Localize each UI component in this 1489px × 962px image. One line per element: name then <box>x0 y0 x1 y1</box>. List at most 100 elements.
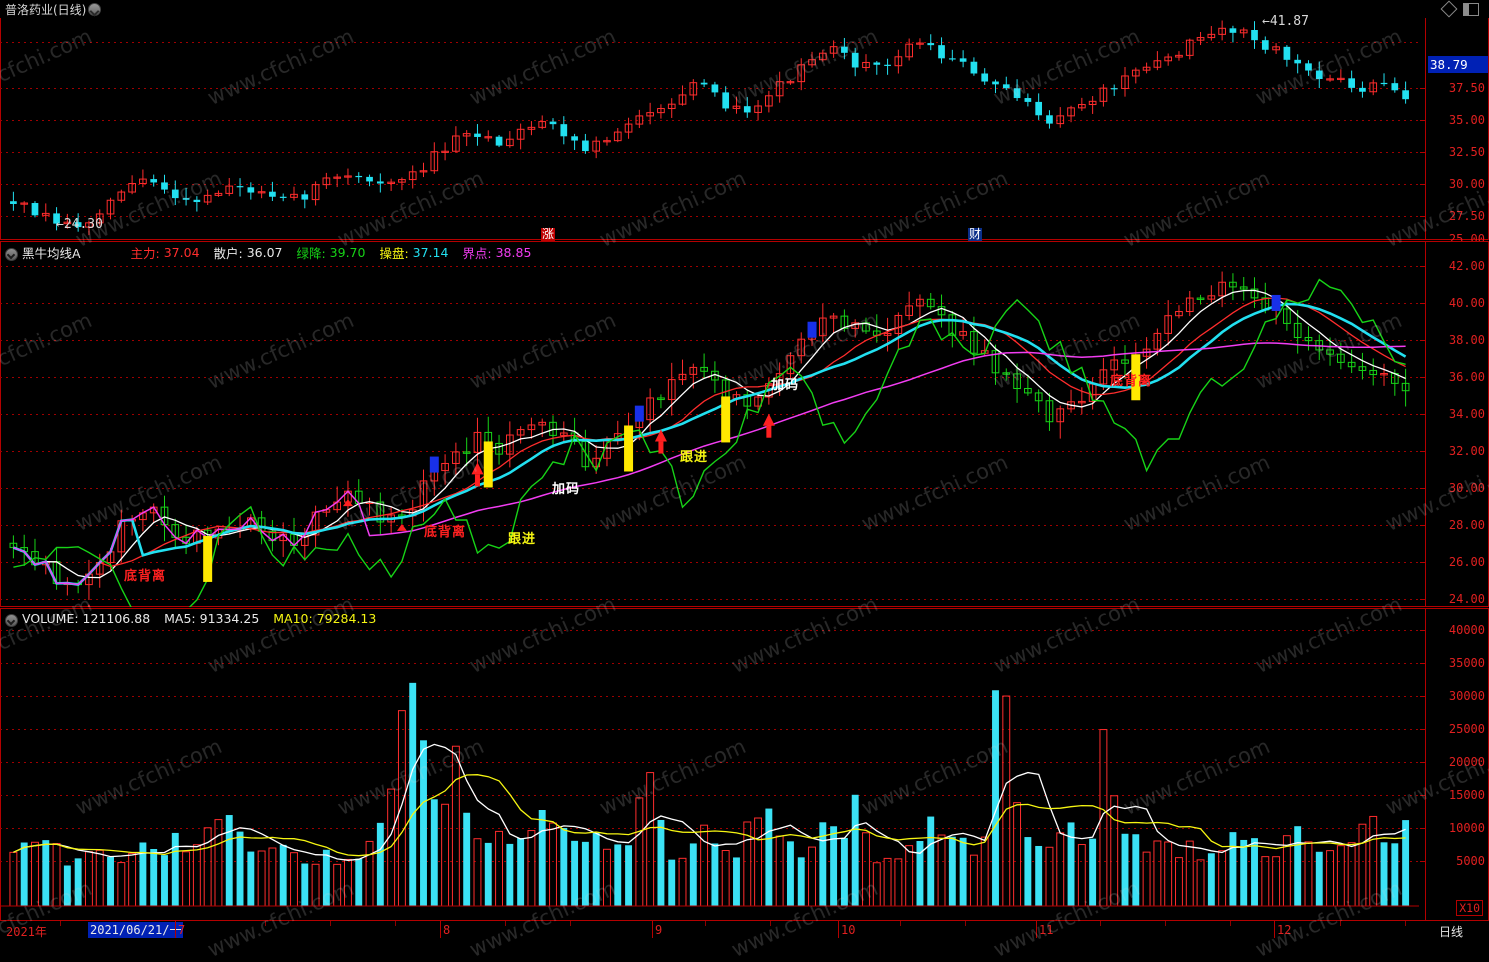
axis-tick <box>1420 663 1426 664</box>
indicator-name: 黑牛均线A <box>22 246 81 261</box>
indicator-axis: 42.00 40.00 38.00 36.00 34.00 32.00 30.00 28.00… <box>1420 241 1489 607</box>
date-minor-tick <box>1405 921 1406 926</box>
last-price-badge: 38.79 <box>1428 56 1488 73</box>
axis-tick-label: 40000 <box>1448 623 1485 637</box>
chart-application: 普洛药业(日线) ←24.30 37.50 35.00 32.50 30.00 27.5… <box>0 0 1489 938</box>
month-label: 10 <box>841 923 856 937</box>
axis-tick <box>1420 828 1426 829</box>
axis-tick-label: 10000 <box>1448 821 1485 835</box>
axis-tick <box>1420 303 1426 304</box>
ma5-value: 91334.25 <box>199 611 260 626</box>
indicator-plot <box>9 271 1410 607</box>
axis-tick-label: 26.00 <box>1448 555 1485 569</box>
chart-annotation: 底背离 <box>424 525 467 540</box>
axis-tick-label: 32.50 <box>1448 145 1485 159</box>
field-value-jiedian: 38.85 <box>495 245 532 260</box>
title-bar: 普洛药业(日线) <box>0 0 1489 18</box>
axis-tick <box>1420 184 1426 185</box>
chart-annotation: 底背离 <box>124 569 167 584</box>
axis-tick <box>1420 152 1426 153</box>
axis-tick <box>1420 88 1426 89</box>
axis-tick-label: 40.00 <box>1448 296 1485 310</box>
date-minor-tick <box>330 921 331 926</box>
chevron-down-circle-icon[interactable] <box>88 3 101 16</box>
date-minor-tick <box>900 921 901 926</box>
field-value-caopan: 37.14 <box>412 245 449 260</box>
date-minor-tick <box>395 921 396 926</box>
axis-tick-label: 24.00 <box>1448 592 1485 606</box>
axis-tick-label: 35000 <box>1448 656 1485 670</box>
axis-tick <box>1420 696 1426 697</box>
month-label: 11 <box>1039 923 1054 937</box>
axis-tick-label: 30000 <box>1448 689 1485 703</box>
chevron-down-circle-icon[interactable] <box>5 248 18 261</box>
date-tick <box>652 921 653 938</box>
indicator-header[interactable]: 黑牛均线A 主力: 37.04 散户: 36.07 绿降: 39.70 操盘: … <box>0 243 532 261</box>
ma10-label: MA10: <box>273 611 313 626</box>
axis-tick-label: 36.00 <box>1448 370 1485 384</box>
high-price-callout: ←41.87 <box>1262 14 1309 29</box>
axis-tick-label: 35.00 <box>1448 113 1485 127</box>
status-badge-rise[interactable]: 涨 <box>541 227 556 241</box>
axis-tick <box>1420 729 1426 730</box>
field-label-jiedian: 界点: <box>462 246 492 261</box>
axis-tick-label: 27.50 <box>1448 209 1485 223</box>
axis-tick <box>1420 216 1426 217</box>
date-tick <box>440 921 441 938</box>
date-minor-tick <box>265 921 266 926</box>
date-minor-tick <box>1165 921 1166 926</box>
axis-tick <box>1420 266 1426 267</box>
year-label: 2021年 <box>6 925 47 939</box>
date-minor-tick <box>1100 921 1101 926</box>
price-pane[interactable]: ←24.30 37.50 35.00 32.50 30.00 27.50 25.00 38… <box>0 18 1489 246</box>
axis-tick <box>1420 377 1426 378</box>
volume-pane[interactable]: VOLUME: 121106.88 MA5: 91334.25 MA10: 79… <box>0 608 1489 920</box>
axis-tick <box>1420 795 1426 796</box>
price-axis: 37.50 35.00 32.50 30.00 27.50 25.00 <box>1420 18 1489 246</box>
field-value-sanhu: 36.07 <box>246 245 283 260</box>
date-minor-tick <box>705 921 706 926</box>
volume-header[interactable]: VOLUME: 121106.88 MA5: 91334.25 MA10: 79… <box>0 610 377 627</box>
field-value-lvjiang: 39.70 <box>329 245 366 260</box>
date-minor-tick <box>505 921 506 926</box>
chevron-down-circle-icon[interactable] <box>5 614 18 627</box>
cycle-label[interactable]: 日线 <box>1438 925 1463 939</box>
axis-tick <box>1420 525 1426 526</box>
price-candles <box>10 20 1409 236</box>
month-label: 9 <box>655 923 663 937</box>
panel-layout-icon[interactable] <box>1463 3 1479 16</box>
month-label: 8 <box>443 923 451 937</box>
ma10-value: 79284.13 <box>316 611 377 626</box>
date-tick <box>175 921 176 938</box>
page-title: 普洛药业(日线) <box>5 3 87 17</box>
status-badge-finance[interactable]: 财 <box>968 227 983 241</box>
diamond-icon[interactable] <box>1440 0 1458 18</box>
date-minor-tick <box>1340 921 1341 926</box>
selected-date-badge: 2021/06/21/一 <box>88 922 184 938</box>
volume-value: 121106.88 <box>82 611 151 626</box>
axis-tick <box>1420 451 1426 452</box>
volume-axis: 40000 35000 30000 25000 20000 15000 10000 5000 <box>1420 608 1489 920</box>
axis-tick <box>1420 120 1426 121</box>
field-label-lvjiang: 绿降: <box>296 246 326 261</box>
axis-tick <box>1420 340 1426 341</box>
date-axis[interactable]: 2021年 2021/06/21/一 7 8 9 10 11 12 日线 <box>0 920 1489 939</box>
field-label-sanhu: 散户: <box>213 246 243 261</box>
axis-tick-label: 20000 <box>1448 755 1485 769</box>
indicator-pane[interactable]: 黑牛均线A 主力: 37.04 散户: 36.07 绿降: 39.70 操盘: … <box>0 241 1489 607</box>
axis-tick-label: 30.00 <box>1448 481 1485 495</box>
axis-tick-label: 15000 <box>1448 788 1485 802</box>
axis-tick-label: 32.00 <box>1448 444 1485 458</box>
chart-annotation: 跟进 <box>508 532 537 547</box>
date-minor-tick <box>60 921 61 926</box>
axis-tick <box>1420 562 1426 563</box>
axis-tick-label: 34.00 <box>1448 407 1485 421</box>
date-minor-tick <box>770 921 771 926</box>
date-tick <box>1274 921 1275 938</box>
axis-tick <box>1420 488 1426 489</box>
axis-tick <box>1420 414 1426 415</box>
volume-bars <box>0 682 1419 907</box>
axis-tick-label: 30.00 <box>1448 177 1485 191</box>
field-value-zhuli: 37.04 <box>163 245 200 260</box>
axis-tick <box>1420 861 1426 862</box>
